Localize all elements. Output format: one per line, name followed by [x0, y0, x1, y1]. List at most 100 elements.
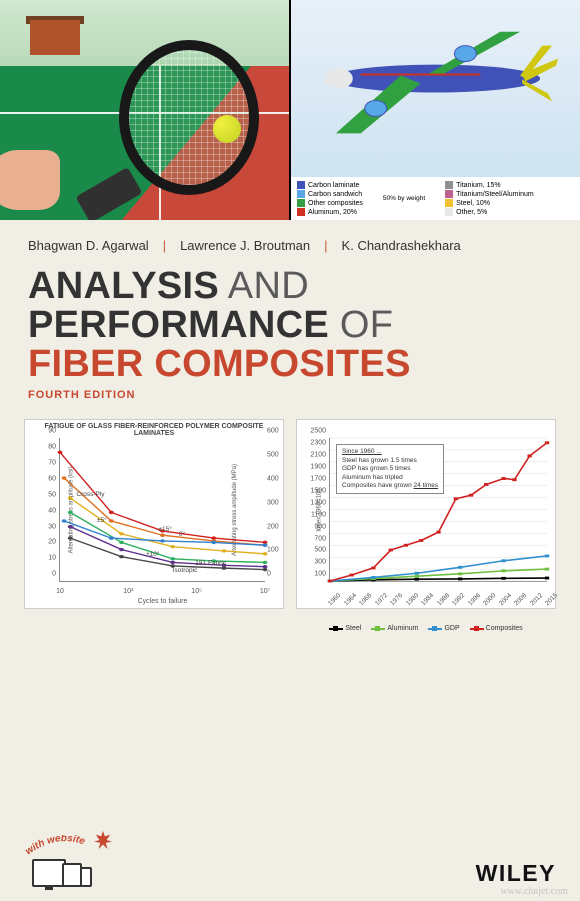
xtick: 1964 [343, 592, 358, 607]
ytick-r: 600 [267, 428, 281, 435]
fatigue-chart: FATIGUE OF GLASS FIBER-REINFORCED POLYME… [24, 419, 284, 609]
info-line: GDP has grown 5 times [342, 465, 438, 473]
ytick-r: 500 [267, 452, 281, 459]
ytick: 1300 [304, 499, 326, 506]
legend-item: Steel, 10% [445, 199, 534, 207]
xtick: 1968 [358, 592, 373, 607]
legend-item: Carbon laminate [297, 181, 363, 189]
legend-label: Aluminum, 20% [308, 209, 357, 216]
legend-label: Other, 5% [456, 209, 487, 216]
xtick: 10³ [123, 588, 133, 595]
chart2-legend: Steel Aluminum GDP Composites [297, 625, 555, 632]
ytick: 10 [34, 555, 56, 562]
website-badge: with website [24, 835, 106, 887]
legend-note: 50% by weight [383, 195, 425, 202]
publisher-logo: WILEY [476, 860, 556, 887]
legend-swatch [297, 190, 305, 198]
edition-label: FOURTH EDITION [28, 389, 552, 401]
ytick-r: 100 [267, 547, 281, 554]
ytick: 2100 [304, 452, 326, 459]
ytick: 1700 [304, 475, 326, 482]
ytick: 40 [34, 507, 56, 514]
author-separator: | [324, 238, 327, 253]
info-line: Since 1960 ... [342, 448, 438, 456]
series-annotation: Isotropic [173, 567, 198, 574]
bottom-row: with website WILEY [0, 835, 580, 887]
legend-label: Carbon sandwich [308, 191, 362, 198]
xtick: 1980 [405, 592, 420, 607]
ytick: 2500 [304, 428, 326, 435]
ytick: 700 [304, 535, 326, 542]
burst-icon [94, 831, 112, 849]
airplane-legend: Carbon laminate Carbon sandwich Other comp… [291, 177, 580, 220]
tennis-photo [0, 0, 289, 220]
ytick: 1900 [304, 464, 326, 471]
ytick-r: 0 [267, 571, 281, 578]
legend-item: Other, 5% [445, 208, 534, 216]
ytick-r: 300 [267, 499, 281, 506]
author-name: K. Chandrashekhara [342, 238, 461, 253]
title-word-light: OF [329, 304, 393, 346]
ytick: 1500 [304, 487, 326, 494]
author-separator: | [163, 238, 166, 253]
xtick: 2012 [529, 592, 544, 607]
xtick: 1976 [389, 592, 404, 607]
xtick: 10⁷ [260, 588, 270, 595]
watermark: www.chnjet.com [500, 886, 568, 897]
xtick: 2008 [513, 592, 528, 607]
info-line: Aluminum has tripled [342, 474, 438, 482]
ytick: 70 [34, 460, 56, 467]
legend2-item: Aluminum [371, 625, 418, 632]
author-name: Lawrence J. Broutman [180, 238, 310, 253]
xtick: 1972 [374, 592, 389, 607]
tennis-ball-icon [213, 115, 241, 143]
devices-icon [32, 857, 96, 887]
ytick: 900 [304, 523, 326, 530]
legend-swatch [445, 181, 453, 189]
legend-item: Titanium/Steel/Aluminum [445, 190, 534, 198]
legend-swatch [297, 199, 305, 207]
airplane-diagram: Carbon laminate Carbon sandwich Other comp… [291, 0, 580, 220]
airplane-svg [291, 0, 580, 177]
info-line: Composites have grown 24 times [342, 482, 438, 490]
legend-swatch [445, 199, 453, 207]
series-annotation: Cross-Ply [76, 491, 104, 498]
ytick: 50 [34, 491, 56, 498]
legend2-item: Composites [470, 625, 523, 632]
legend-swatch [297, 208, 305, 216]
ytick: 2300 [304, 440, 326, 447]
ytick: 100 [304, 571, 326, 578]
author-name: Bhagwan D. Agarwal [28, 238, 149, 253]
series-annotation: 181 Fabric [195, 560, 226, 567]
info-line: Steel has grown 1.5 times [342, 457, 438, 465]
legend2-item: Steel [329, 625, 361, 632]
legend2-item: GDP [428, 625, 459, 632]
chart2-infobox: Since 1960 ...Steel has grown 1.5 timesG… [336, 444, 444, 494]
ytick: 30 [34, 523, 56, 530]
ytick: 0 [34, 571, 56, 578]
title-block: ANALYSIS AND PERFORMANCE OF FIBER COMPOS… [0, 261, 580, 407]
xtick: 1996 [467, 592, 482, 607]
xtick: 10 [56, 588, 64, 595]
xtick: 10⁵ [191, 588, 202, 595]
title-word: PERFORMANCE [28, 304, 329, 346]
series-annotation: ±10° [146, 551, 159, 558]
xtick: 2000 [482, 592, 497, 607]
ytick: 500 [304, 547, 326, 554]
charts-row: FATIGUE OF GLASS FIBER-REINFORCED POLYME… [0, 407, 580, 613]
book-cover: Carbon laminate Carbon sandwich Other comp… [0, 0, 580, 901]
authors-row: Bhagwan D. Agarwal | Lawrence J. Broutman |… [0, 220, 580, 261]
xtick: 1984 [420, 592, 435, 607]
legend-swatch [445, 190, 453, 198]
legend-label: Other composites [308, 200, 363, 207]
legend-item: Aluminum, 20% [297, 208, 363, 216]
title-word-red: FIBER COMPOSITES [28, 343, 411, 385]
xtick: 2015 [544, 592, 559, 607]
legend-item: Titanium, 15% [445, 181, 534, 189]
ytick: 80 [34, 444, 56, 451]
growth-chart: Index 1960=100 Since 1960 ...Steel has g… [296, 419, 556, 609]
chart1-title: FATIGUE OF GLASS FIBER-REINFORCED POLYME… [25, 420, 283, 440]
legend-item: Carbon sandwich [297, 190, 363, 198]
legend-swatch [297, 181, 305, 189]
legend-label: Carbon laminate [308, 182, 359, 189]
